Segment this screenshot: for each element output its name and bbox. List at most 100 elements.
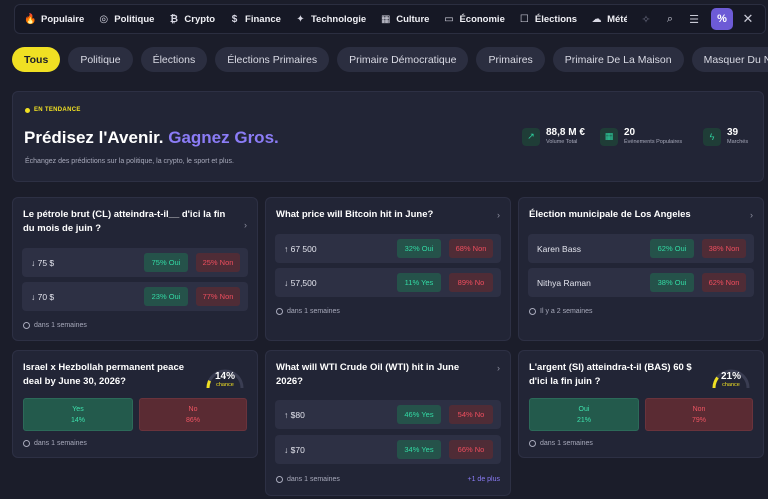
nav-item-elections[interactable]: ☐ Élections [519, 14, 577, 25]
chevron-right-icon[interactable]: › [497, 210, 500, 220]
hero-banner: EN TENDANCE Prédisez l'Avenir. Gagnez Gr… [12, 91, 764, 182]
gauge-value: 14% [214, 371, 235, 382]
outcome-row[interactable]: Nithya Raman 38% Oui 62% Non [528, 268, 754, 297]
hero-title-accent: Gagnez Gros. [168, 128, 279, 147]
no-label: Non [692, 405, 706, 413]
chip-tous[interactable]: Tous [12, 47, 61, 72]
yes-button[interactable]: Yes 14% [23, 398, 133, 431]
weather-icon: ☁ [591, 13, 602, 25]
chip-primaire-democratique[interactable]: Primaire Démocratique [337, 47, 469, 72]
card-title[interactable]: What price will Bitcoin hit in June? [276, 209, 434, 220]
time-remaining: dans 1 semaines [34, 322, 87, 329]
nav-item-technologie[interactable]: ✦ Technologie [295, 14, 366, 25]
filter-icon[interactable]: ☰ [689, 13, 699, 26]
market-card[interactable]: Le pétrole brut (CL) atteindra-t-il__ d'… [12, 197, 258, 341]
chip-primaires[interactable]: Primaires [476, 47, 545, 72]
nav-label: Technologie [310, 13, 367, 25]
yes-button[interactable]: 62% Oui [650, 239, 694, 258]
globe-icon: ◎ [99, 13, 109, 25]
chevron-right-icon[interactable]: › [244, 220, 247, 230]
yes-percent: 14% [70, 416, 85, 424]
card-title[interactable]: Israel x Hezbollah permanent peace deal … [23, 362, 185, 387]
chip-primaire-de-la-maison[interactable]: Primaire De La Maison [552, 47, 684, 72]
nav-item-finance[interactable]: $ Finance [229, 14, 281, 25]
grid-icon: ▦ [600, 127, 618, 146]
no-button[interactable]: Non 79% [645, 398, 753, 431]
nav-label: Élections [534, 13, 578, 25]
card-title[interactable]: What will WTI Crude Oil (WTI) hit in Jun… [276, 362, 460, 387]
card-footer: dans 1 semaines [23, 322, 87, 329]
stat-label: Volume Total [546, 139, 578, 145]
trending-label: EN TENDANCE [34, 107, 81, 113]
dollar-icon: $ [231, 13, 238, 25]
outcome-row[interactable]: ↓ 57,500 11% Yes 89% No [275, 268, 501, 297]
stat-events: ▦ 20 Événements Populaires [600, 127, 682, 146]
outcome-row[interactable]: Karen Bass 62% Oui 38% Non [528, 234, 754, 263]
nav-tools: ✧ ⌕ ☰ % ✕ [627, 5, 765, 33]
nav-label: Politique [114, 13, 155, 25]
chip-elections-primaires[interactable]: Élections Primaires [215, 47, 330, 72]
close-icon[interactable]: ✕ [742, 11, 754, 26]
chip-masquer-du-nouveau[interactable]: Masquer Du Nouvea [691, 47, 768, 72]
market-card[interactable]: Israel x Hezbollah permanent peace deal … [12, 350, 258, 458]
chip-elections[interactable]: Élections [140, 47, 208, 72]
nav-item-populaire[interactable]: 🔥 Populaire [24, 14, 84, 25]
outcome-row[interactable]: ↓ 70 $ 23% Oui 77% Non [22, 282, 248, 311]
card-title[interactable]: L'argent (SI) atteindra-t-il (BAS) 60 $ … [529, 362, 692, 387]
nav-label: Économie [459, 13, 505, 25]
yes-button[interactable]: 23% Oui [144, 287, 188, 306]
market-card[interactable]: What will WTI Crude Oil (WTI) hit in Jun… [265, 350, 511, 496]
no-button[interactable]: 62% Non [702, 273, 746, 292]
nav-label: Crypto [184, 13, 216, 25]
nav-item-crypto[interactable]: ₿ Crypto [168, 14, 215, 25]
more-outcomes-link[interactable]: +1 de plus [467, 476, 501, 483]
market-card[interactable]: Élection municipale de Los Angeles › Kar… [518, 197, 764, 341]
card-title[interactable]: Élection municipale de Los Angeles [529, 209, 691, 220]
search-icon[interactable]: ⌕ [666, 12, 674, 25]
yes-button[interactable]: 32% Oui [397, 239, 441, 258]
yes-button[interactable]: 38% Oui [650, 273, 694, 292]
nav-item-economie[interactable]: ▭ Économie [443, 13, 505, 25]
nav-item-meteo[interactable]: ☁ Météo [591, 13, 635, 25]
no-button[interactable]: 25% Non [196, 253, 240, 272]
percent-icon[interactable]: % [711, 8, 733, 30]
card-footer: Il y a 2 semaines [529, 308, 593, 315]
gauge-label: chance [216, 382, 234, 388]
no-button[interactable]: 68% Non [449, 239, 493, 258]
yes-button[interactable]: Oui 21% [529, 398, 639, 431]
outcome-label: ↑ 67 500 [284, 243, 317, 254]
clock-icon [276, 308, 283, 315]
outcome-label: ↓ 75 $ [31, 257, 55, 268]
yes-button[interactable]: 75% Oui [144, 253, 188, 272]
yes-button[interactable]: 11% Yes [397, 273, 441, 292]
chevron-right-icon[interactable]: › [497, 363, 500, 373]
yes-button[interactable]: 46% Yes [397, 405, 441, 424]
card-title[interactable]: Le pétrole brut (CL) atteindra-t-il__ d'… [23, 209, 226, 234]
market-card[interactable]: L'argent (SI) atteindra-t-il (BAS) 60 $ … [518, 350, 764, 458]
outcome-label: ↓ $70 [284, 444, 305, 455]
time-remaining: dans 1 semaines [287, 308, 340, 315]
stat-volume: ↗ 88,8 M € Volume Total [522, 127, 585, 146]
no-button[interactable]: No 86% [139, 398, 247, 431]
yes-label: Oui [578, 405, 590, 413]
chevron-right-icon[interactable]: › [750, 210, 753, 220]
market-card[interactable]: What price will Bitcoin hit in June? › ↑… [265, 197, 511, 341]
outcome-row[interactable]: ↓ $70 34% Yes 66% No [275, 435, 501, 464]
no-percent: 86% [185, 416, 200, 424]
no-button[interactable]: 54% No [449, 405, 493, 424]
clock-icon [529, 308, 536, 315]
sparkle-icon[interactable]: ✧ [641, 13, 651, 26]
outcome-row[interactable]: ↑ $80 46% Yes 54% No [275, 400, 501, 429]
no-button[interactable]: 38% Non [702, 239, 746, 258]
chip-politique[interactable]: Politique [68, 47, 133, 72]
outcome-row[interactable]: ↓ 75 $ 75% Oui 25% Non [22, 248, 248, 277]
no-button[interactable]: 89% No [449, 273, 493, 292]
nav-item-politique[interactable]: ◎ Politique [98, 14, 154, 25]
no-button[interactable]: 77% Non [196, 287, 240, 306]
grid-icon: ▦ [380, 13, 391, 25]
yes-button[interactable]: 34% Yes [397, 440, 441, 459]
nav-item-culture[interactable]: ▦ Culture [380, 14, 429, 25]
gauge-label: chance [722, 382, 740, 388]
outcome-row[interactable]: ↑ 67 500 32% Oui 68% Non [275, 234, 501, 263]
no-button[interactable]: 66% No [449, 440, 493, 459]
